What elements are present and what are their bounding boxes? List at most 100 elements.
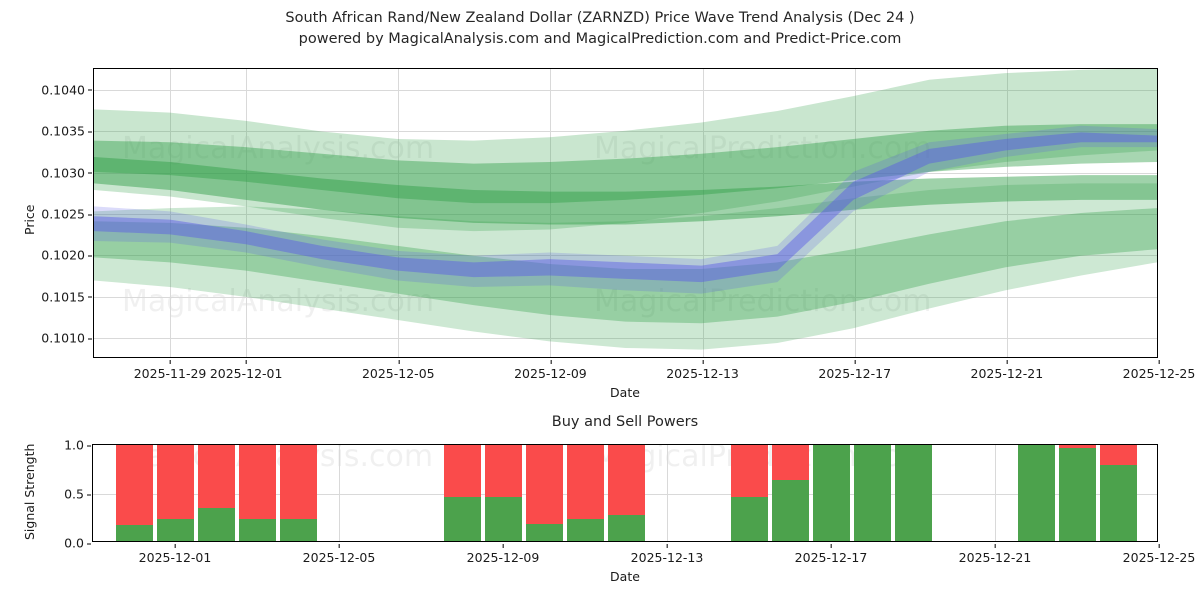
sell-power-segment bbox=[771, 445, 809, 481]
x-tick-label: 2025-12-13 bbox=[630, 544, 704, 565]
wave-band bbox=[94, 157, 1157, 225]
buy-power-segment bbox=[1058, 447, 1096, 541]
bar-stack[interactable] bbox=[812, 445, 850, 541]
gridline-vertical bbox=[170, 69, 172, 357]
gridline-vertical bbox=[1006, 69, 1008, 357]
wave-band bbox=[94, 132, 1157, 283]
x-tick-label: 2025-12-09 bbox=[514, 360, 587, 381]
y-tick-label: 0.1020 bbox=[41, 247, 92, 263]
gridline-vertical bbox=[339, 445, 340, 541]
sell-power-segment bbox=[156, 445, 194, 520]
bar-stack[interactable] bbox=[853, 445, 891, 541]
y-tick-label: 0.1015 bbox=[41, 289, 92, 305]
bar-stack[interactable] bbox=[156, 445, 194, 541]
bar-stack[interactable] bbox=[279, 445, 317, 541]
y-tick-label: 0.1040 bbox=[41, 82, 92, 98]
wave-band bbox=[94, 183, 1157, 350]
sell-power-segment bbox=[443, 445, 481, 497]
bar-stack[interactable] bbox=[1058, 445, 1096, 541]
x-tick-label: 2025-12-17 bbox=[818, 360, 892, 381]
price-wave-bands bbox=[94, 69, 1157, 350]
bar-stack[interactable] bbox=[730, 445, 768, 541]
buy-power-segment bbox=[853, 445, 891, 541]
y-tick-label: 0.1025 bbox=[41, 206, 92, 222]
buy-power-segment bbox=[443, 496, 481, 541]
buy-power-segment bbox=[771, 480, 809, 541]
gridline-horizontal bbox=[94, 214, 1157, 215]
price-wave-plot-area: MagicalAnalysis.com MagicalPrediction.co… bbox=[94, 69, 1157, 357]
y-tick-label: 0.5 bbox=[64, 486, 91, 502]
y-tick-label: 0.1010 bbox=[41, 330, 92, 346]
gridline-vertical bbox=[854, 69, 856, 357]
sell-power-segment bbox=[484, 445, 522, 497]
sell-power-segment bbox=[1099, 445, 1137, 465]
x-tick-label: 2025-12-25 bbox=[1122, 544, 1196, 565]
y-tick-label: 0.1030 bbox=[41, 165, 92, 181]
bar-stack[interactable] bbox=[771, 445, 809, 541]
buy-power-segment bbox=[607, 514, 645, 541]
bar-stack[interactable] bbox=[525, 445, 563, 541]
x-tick-label: 2025-12-21 bbox=[958, 544, 1032, 565]
bar-stack[interactable] bbox=[1099, 445, 1137, 541]
sell-power-segment bbox=[730, 445, 768, 497]
bar-stack[interactable] bbox=[484, 445, 522, 541]
gridline-vertical bbox=[995, 445, 996, 541]
sell-power-segment bbox=[238, 445, 276, 520]
bar-stack[interactable] bbox=[443, 445, 481, 541]
bar-stack[interactable] bbox=[197, 445, 235, 541]
price-wave-x-axis-label: Date bbox=[610, 385, 640, 400]
buy-sell-x-axis-label: Date bbox=[610, 569, 640, 584]
bar-stack[interactable] bbox=[115, 445, 153, 541]
y-tick-label: 0.0 bbox=[64, 535, 91, 551]
wave-band bbox=[94, 208, 1157, 324]
gridline-horizontal bbox=[94, 296, 1157, 298]
gridline-vertical bbox=[398, 69, 400, 357]
x-tick-label: 2025-12-05 bbox=[302, 544, 376, 565]
sell-power-segment bbox=[279, 445, 317, 520]
price-wave-chart-axes: MagicalAnalysis.com MagicalPrediction.co… bbox=[41, 68, 1195, 381]
buy-power-segment bbox=[1017, 445, 1055, 541]
buy-sell-y-axis-label: Signal Strength bbox=[22, 443, 37, 540]
bar-stack[interactable] bbox=[894, 445, 932, 541]
wave-band bbox=[94, 124, 1157, 204]
bar-stack[interactable] bbox=[607, 445, 645, 541]
figure-title-line1: South African Rand/New Zealand Dollar (Z… bbox=[285, 10, 915, 26]
sell-power-segment bbox=[115, 445, 153, 526]
gridline-horizontal bbox=[94, 255, 1157, 257]
buy-power-segment bbox=[279, 519, 317, 541]
x-tick-label: 2025-12-17 bbox=[794, 544, 868, 565]
gridline-vertical bbox=[550, 69, 552, 357]
buy-sell-chart-title: Buy and Sell Powers bbox=[551, 414, 699, 430]
x-tick-label: 2025-11-29 bbox=[133, 360, 207, 381]
x-tick-label: 2025-12-21 bbox=[970, 360, 1044, 381]
bar-stack[interactable] bbox=[238, 445, 276, 541]
sell-power-segment bbox=[197, 445, 235, 508]
buy-sell-plot-area: MagicalAnalysis.com MagicalPrediction.co… bbox=[93, 445, 1157, 541]
x-tick-label: 2025-12-01 bbox=[209, 360, 283, 381]
gridline-horizontal bbox=[94, 172, 1157, 174]
gridline-horizontal bbox=[94, 338, 1157, 340]
bar-stack[interactable] bbox=[566, 445, 604, 541]
sell-power-segment bbox=[525, 445, 563, 525]
buy-power-segment bbox=[894, 445, 932, 541]
buy-power-segment bbox=[156, 519, 194, 541]
wave-band bbox=[94, 69, 1157, 232]
gridline-vertical bbox=[702, 69, 704, 357]
x-tick-label: 2025-12-25 bbox=[1122, 360, 1196, 381]
price-wave-y-axis-label: Price bbox=[22, 204, 37, 236]
buy-power-segment bbox=[730, 496, 768, 541]
sell-power-segment bbox=[566, 445, 604, 520]
buy-power-segment bbox=[197, 507, 235, 541]
gridline-horizontal bbox=[94, 131, 1157, 133]
x-tick-label: 2025-12-13 bbox=[666, 360, 739, 381]
buy-power-segment bbox=[812, 445, 850, 541]
buy-sell-chart-axes: MagicalAnalysis.com MagicalPrediction.co… bbox=[64, 438, 1195, 566]
wave-band bbox=[94, 125, 1157, 294]
buy-power-segment bbox=[525, 524, 563, 541]
x-tick-label: 2025-12-09 bbox=[466, 544, 540, 565]
gridline-vertical bbox=[667, 445, 668, 541]
buy-power-segment bbox=[238, 519, 276, 541]
bar-stack[interactable] bbox=[1017, 445, 1055, 541]
buy-power-segment bbox=[1099, 464, 1137, 541]
